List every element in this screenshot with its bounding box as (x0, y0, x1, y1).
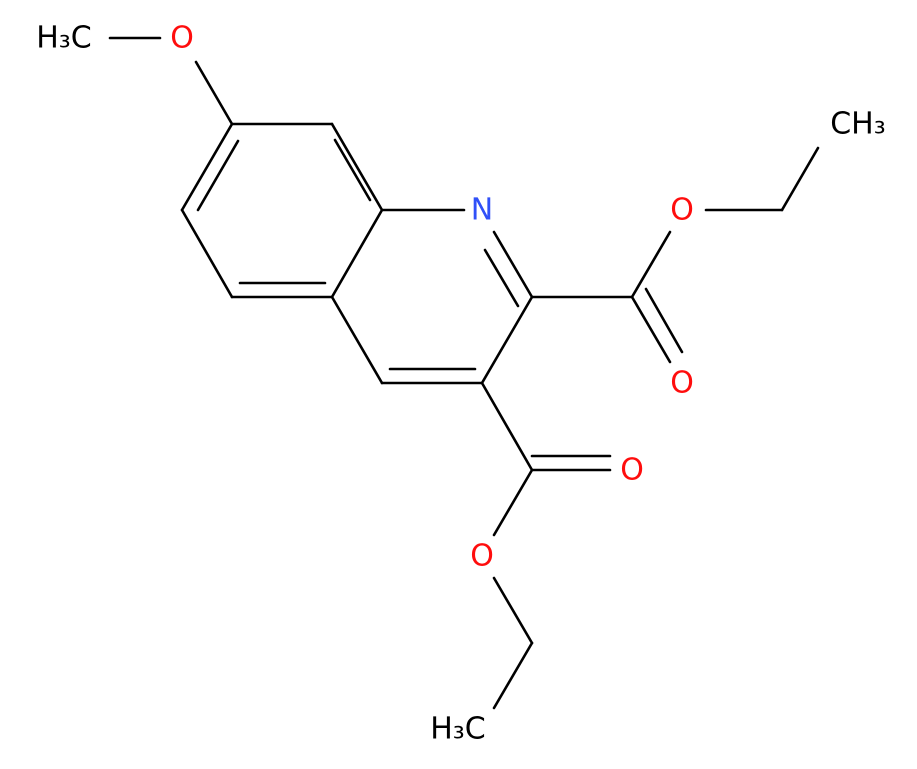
bond (492, 468, 534, 537)
bond (492, 230, 534, 299)
atom-label: O (670, 366, 694, 401)
bond-inner (196, 139, 240, 212)
atom-label: H₃C (36, 21, 92, 56)
bond (330, 122, 384, 212)
bond (330, 208, 384, 299)
atom-label: N (471, 193, 493, 228)
atom-label: O (670, 193, 694, 228)
bond (780, 146, 820, 212)
bond (480, 381, 534, 472)
bond-inner (483, 248, 520, 308)
atom-label: CH₃ (830, 107, 886, 142)
atom-labels: H₃C O N CH₃ O O O O H₃C (36, 21, 886, 747)
atom-label: O (170, 21, 194, 56)
bond (194, 60, 234, 126)
atom-label: O (470, 539, 494, 574)
atom-label: H₃C (430, 712, 486, 747)
bond (492, 576, 534, 645)
bond (330, 295, 384, 385)
bonds (108, 36, 820, 710)
bond (180, 208, 234, 299)
bond-inner (644, 287, 684, 354)
bond (630, 295, 672, 364)
bond (630, 230, 672, 299)
bond (492, 641, 534, 710)
bond-inner (333, 138, 372, 202)
bond (480, 295, 534, 385)
atom-label: O (620, 453, 644, 488)
bond (180, 122, 234, 212)
